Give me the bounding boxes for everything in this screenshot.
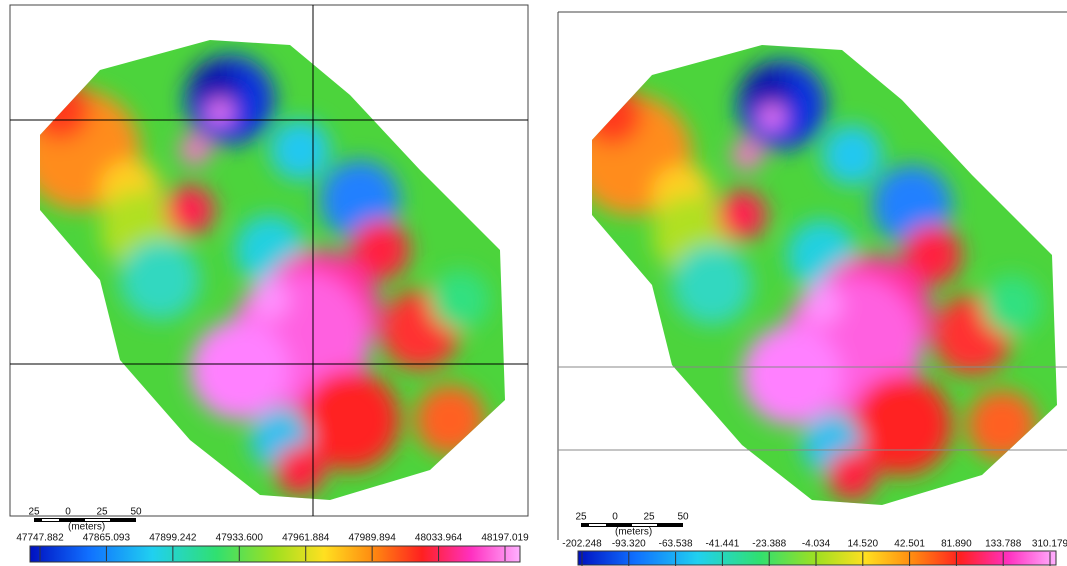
colorbar — [30, 546, 520, 562]
left-map — [0, 0, 520, 520]
colorbar-label: -93.320 — [612, 539, 646, 550]
scale-unit: (meters) — [68, 522, 105, 533]
colorbar-label: 48197.019 — [481, 533, 529, 544]
figure: 47747.882 47865.093 47899.242 47933.600 4796… — [0, 0, 1067, 566]
colorbar-label: 47899.242 — [149, 533, 197, 544]
scale-label: 50 — [130, 507, 142, 518]
scale-label: 25 — [96, 507, 108, 518]
colorbar-label: 48033.964 — [415, 533, 463, 544]
colorbar-label: 310.179 — [1032, 539, 1067, 550]
scale-label: 25 — [643, 512, 655, 523]
scale-label: 25 — [28, 507, 40, 518]
colorbar-label: -23.388 — [752, 539, 786, 550]
colorbar-label: -202.248 — [562, 539, 602, 550]
colorbar-label: 47747.882 — [16, 533, 64, 544]
colorbar-label: 47933.600 — [216, 533, 264, 544]
colorbar-label: -4.034 — [802, 539, 831, 550]
colorbar — [578, 551, 1056, 565]
scale-bar — [589, 524, 606, 526]
colorbar-label: 42.501 — [894, 539, 925, 550]
scale-unit: (meters) — [615, 527, 652, 538]
right-map — [552, 5, 1067, 525]
colorbar-label: 47989.894 — [349, 533, 397, 544]
colorbar-label: 81.890 — [941, 539, 972, 550]
colorbar-label: -41.441 — [705, 539, 739, 550]
scale-bar — [42, 519, 59, 521]
scale-label: 0 — [65, 507, 71, 518]
scale-label: 0 — [612, 512, 618, 523]
colorbar-label: 47961.884 — [282, 533, 330, 544]
scale-label: 25 — [575, 512, 587, 523]
colorbar-label: 133.788 — [985, 539, 1022, 550]
scale-label: 50 — [677, 512, 689, 523]
colorbar-label: 14.520 — [848, 539, 879, 550]
colorbar-label: 47865.093 — [83, 533, 131, 544]
colorbar-label: -63.538 — [659, 539, 693, 550]
